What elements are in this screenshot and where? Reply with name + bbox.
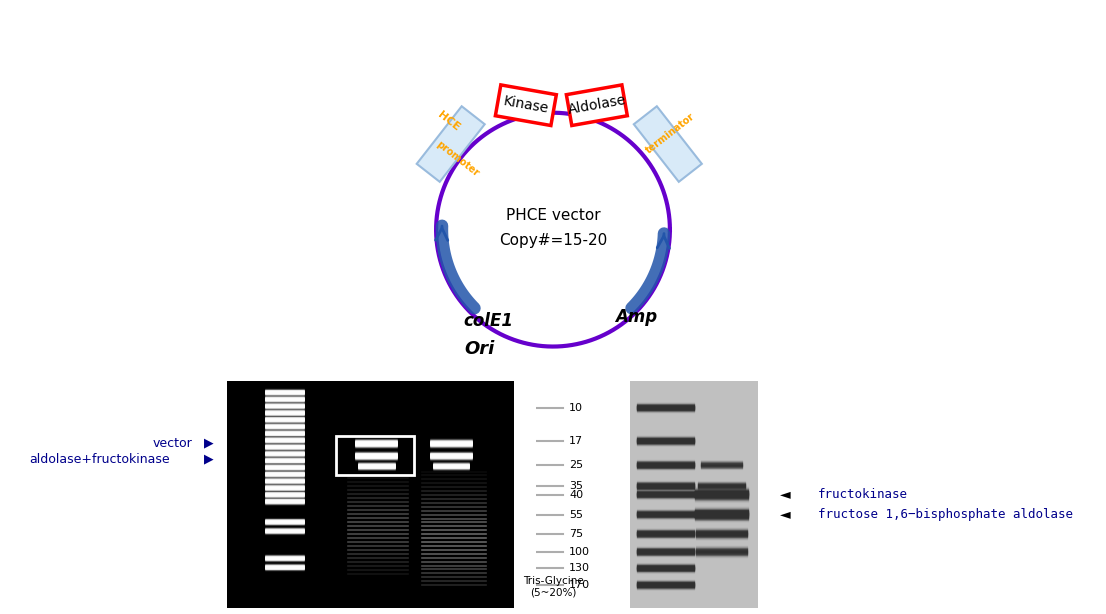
Text: promoter: promoter — [434, 139, 480, 179]
Text: 40: 40 — [570, 489, 584, 500]
Text: ▶: ▶ — [204, 437, 213, 449]
Text: Kinase: Kinase — [502, 95, 550, 116]
Polygon shape — [634, 106, 702, 182]
Text: 170: 170 — [570, 580, 591, 590]
Text: 17: 17 — [570, 436, 584, 446]
Text: HCE: HCE — [436, 109, 461, 133]
Text: colE1: colE1 — [463, 313, 513, 330]
Text: vector: vector — [153, 437, 192, 449]
Text: Aldolase: Aldolase — [566, 93, 627, 117]
Text: ◄: ◄ — [781, 508, 791, 521]
Text: terminator: terminator — [644, 111, 697, 156]
Text: ▶: ▶ — [204, 453, 213, 465]
Text: ◄: ◄ — [781, 488, 791, 502]
Text: 10: 10 — [570, 403, 583, 413]
Polygon shape — [566, 85, 627, 125]
Text: fructose 1,6−bisphosphate aldolase: fructose 1,6−bisphosphate aldolase — [818, 508, 1073, 521]
Text: 55: 55 — [570, 510, 583, 519]
Text: aldolase+fructokinase: aldolase+fructokinase — [30, 453, 170, 465]
Text: Ori: Ori — [465, 340, 495, 357]
Text: PHCE vector: PHCE vector — [505, 208, 601, 222]
Text: Copy#=15-20: Copy#=15-20 — [499, 233, 607, 247]
Text: 100: 100 — [570, 547, 591, 557]
Polygon shape — [495, 85, 556, 125]
Text: fructokinase: fructokinase — [818, 488, 908, 501]
Text: Amp: Amp — [615, 308, 658, 326]
Polygon shape — [417, 106, 484, 182]
Bar — [336, 437, 414, 475]
Text: 35: 35 — [570, 481, 583, 491]
Text: Tris-Glycine
(5~20%): Tris-Glycine (5~20%) — [523, 576, 584, 597]
Text: 75: 75 — [570, 529, 584, 539]
Text: 25: 25 — [570, 460, 584, 470]
Text: 130: 130 — [570, 564, 591, 573]
